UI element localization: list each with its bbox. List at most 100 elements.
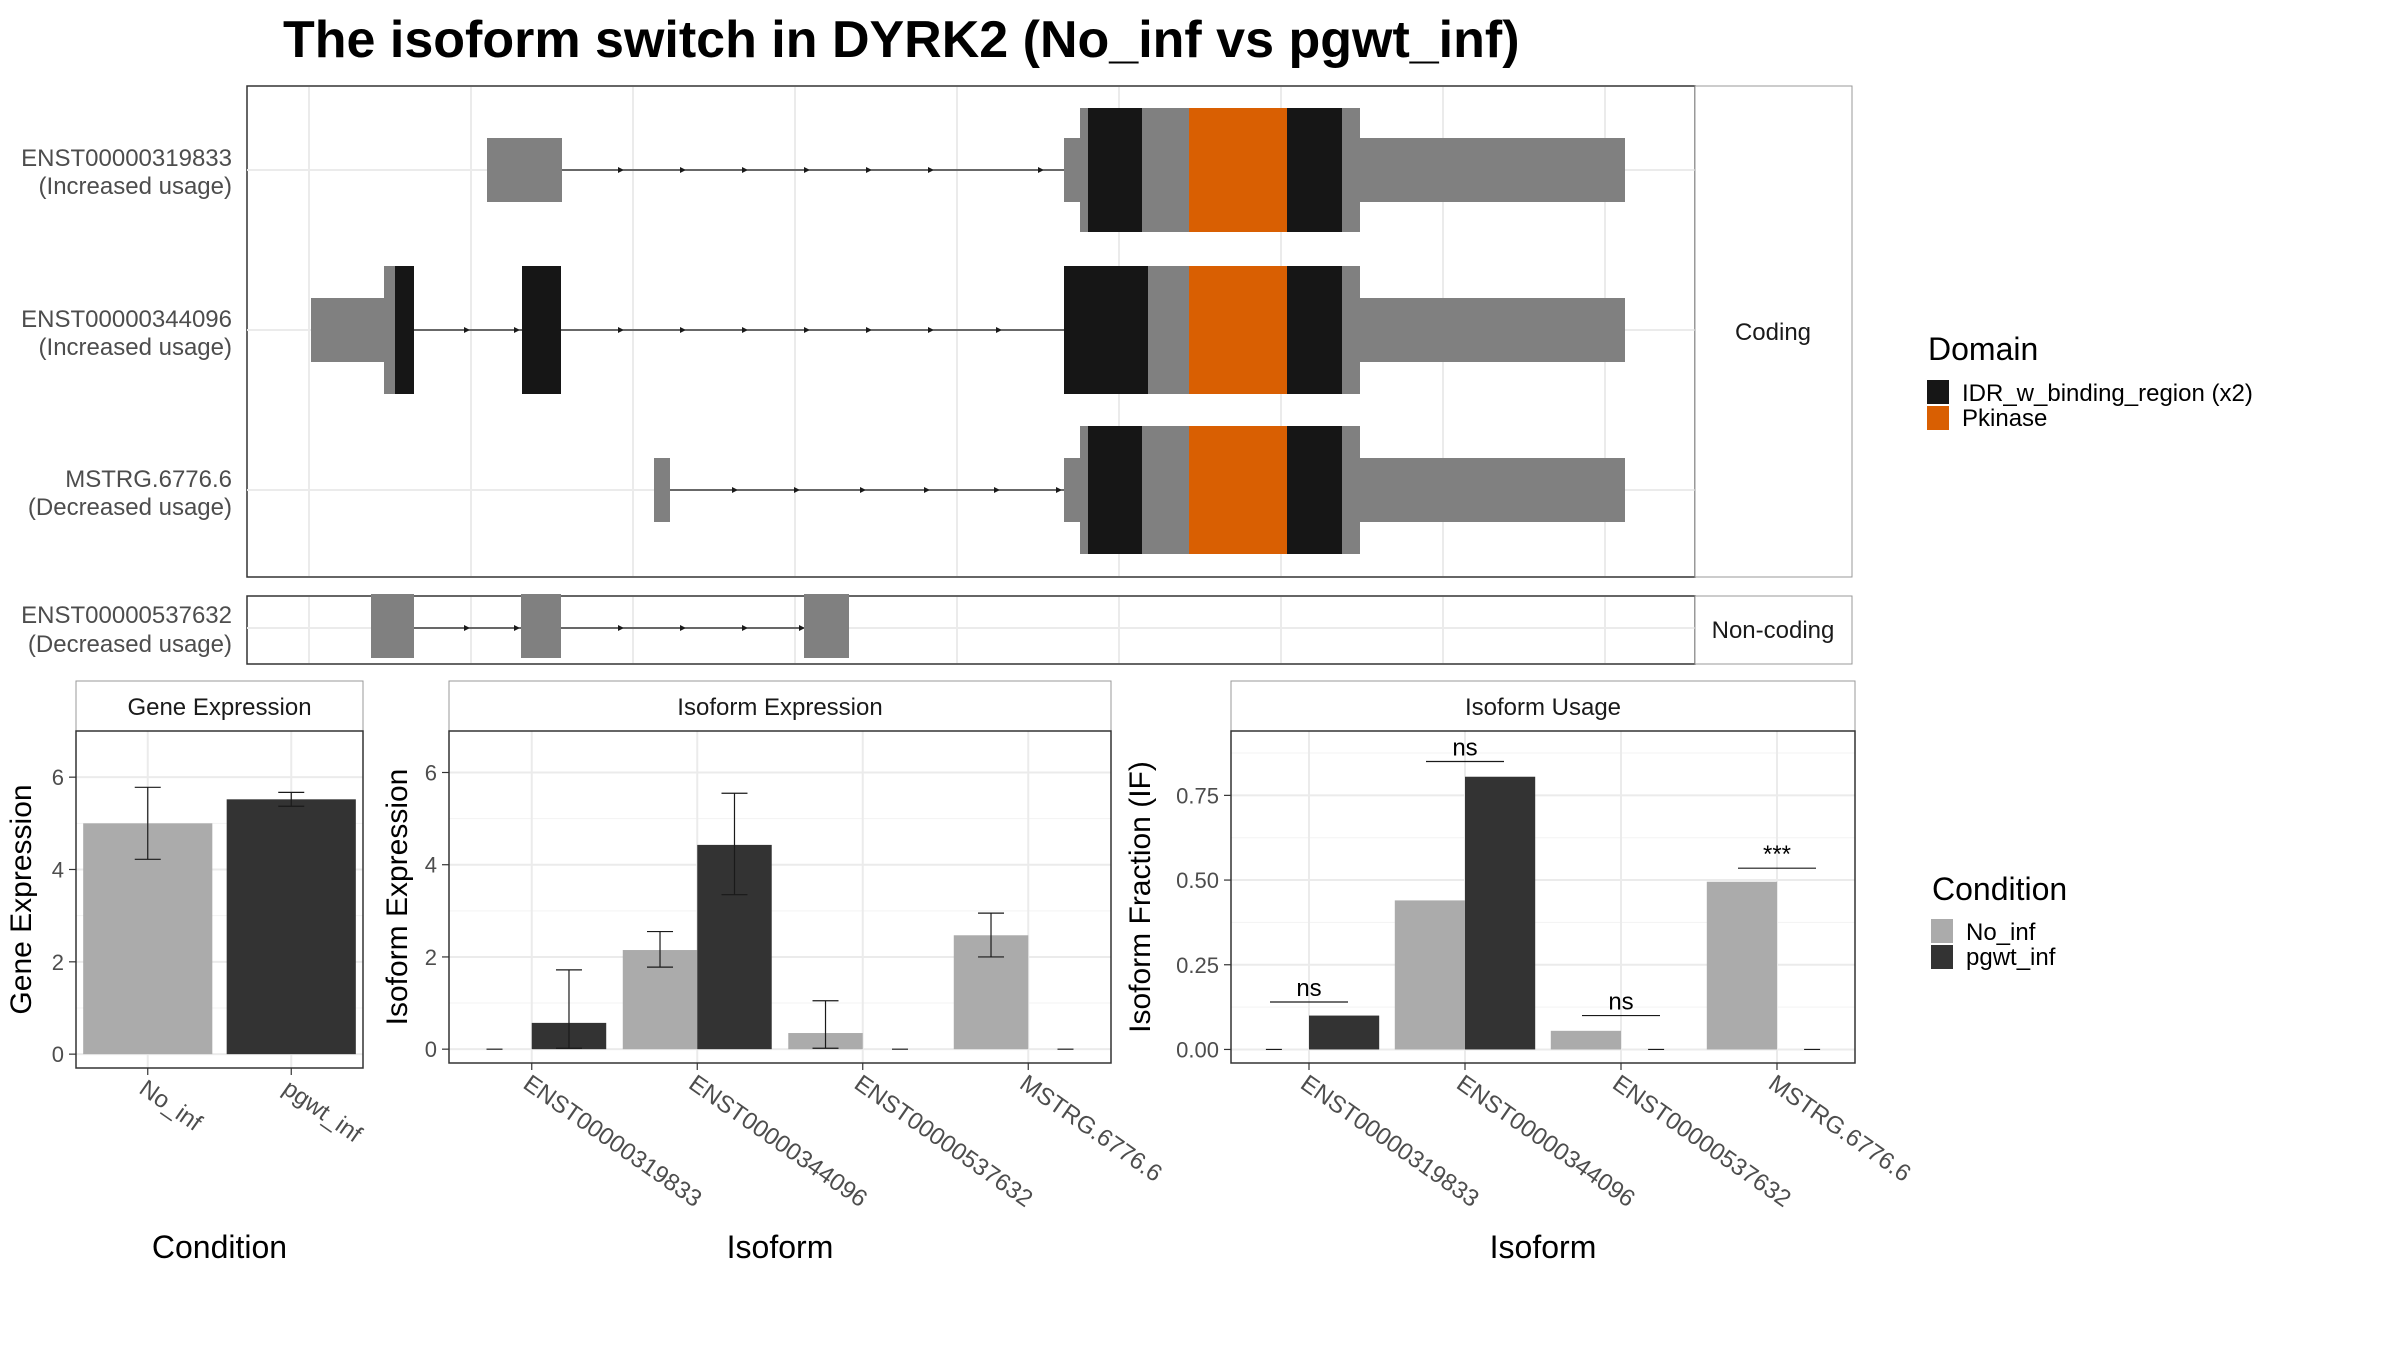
transcript-label-usage: (Increased usage)	[39, 173, 232, 200]
panel-strip	[448, 680, 1112, 732]
intron-arrow	[742, 625, 748, 631]
y-tick-label: 6	[425, 761, 437, 786]
noncoding-exon	[804, 594, 849, 658]
y-tick-label: 0	[425, 1037, 437, 1062]
intron-arrow	[924, 487, 930, 493]
significance-label: ns	[1296, 975, 1321, 1002]
x-tick-label: No_inf	[134, 1075, 207, 1137]
panel-strip-label: Gene Expression	[127, 694, 311, 721]
y-tick-label: 2	[425, 945, 437, 970]
transcript-label-id: ENST00000319833	[21, 145, 232, 172]
transcript-structure-panel: Coding Non-coding ENST00000319833 (Incre…	[21, 85, 1853, 665]
intron-arrow	[680, 167, 686, 173]
intron-arrow	[464, 327, 470, 333]
idr-domain	[395, 266, 414, 394]
panel-strip-label: Isoform Usage	[1465, 694, 1621, 721]
panel-strip	[1230, 680, 1856, 732]
y-tick-label: 4	[52, 857, 64, 882]
intron-arrow	[996, 327, 1002, 333]
coding-transcripts	[311, 108, 1625, 554]
legend-label-no-inf: No_inf	[1966, 919, 2036, 946]
intron-arrow	[860, 487, 866, 493]
y-axis-title: Isoform Expression	[381, 769, 414, 1026]
bar	[1550, 1030, 1621, 1050]
bar	[1465, 776, 1536, 1050]
intron-arrow	[928, 167, 934, 173]
condition-legend-title: Condition	[1932, 871, 2067, 907]
utr-exon	[487, 138, 562, 202]
transcript-labels: ENST00000319833 (Increased usage) ENST00…	[21, 145, 232, 658]
transcript-label-id: MSTRG.6776.6	[65, 466, 232, 493]
intron-arrow	[742, 167, 748, 173]
intron-arrow	[680, 327, 686, 333]
transcript-label-usage: (Increased usage)	[39, 334, 232, 361]
panel-border	[75, 730, 364, 1069]
x-tick-label: MSTRG.6776.6	[1015, 1070, 1167, 1188]
bar	[1394, 900, 1465, 1050]
idr-domain	[1088, 108, 1142, 232]
transcript-label-id: ENST00000344096	[21, 306, 232, 333]
legend-key-pkinase	[1927, 406, 1949, 430]
legend-key-idr	[1927, 380, 1949, 404]
x-tick-label: ENST00000319833	[518, 1070, 706, 1213]
intron-arrow	[1056, 487, 1062, 493]
transcript-row-mstrg-6776-6	[654, 426, 1625, 554]
transcript-row-enst00000344096	[311, 266, 1625, 394]
y-tick-label: 0.75	[1176, 783, 1219, 808]
utr-exon	[311, 298, 386, 362]
intron-arrow	[799, 625, 805, 631]
intron-arrow	[794, 487, 800, 493]
gene-expression-chart: Gene Expression 0 2 4 6 No_inf pgwt_inf Conditi…	[5, 680, 367, 1265]
significance-label: ***	[1763, 841, 1791, 868]
idr-domain	[1287, 266, 1342, 394]
intron-arrow	[866, 167, 872, 173]
x-tick-label: MSTRG.6776.6	[1764, 1070, 1916, 1188]
isoform-expression-chart: Isoform Expression0246ENST00000319833ENS…	[381, 680, 1167, 1265]
coding-strip-label: Coding	[1735, 319, 1811, 346]
bar	[226, 799, 356, 1055]
panel-border	[448, 730, 1112, 1064]
noncoding-strip-label: Non-coding	[1712, 617, 1835, 644]
intron-arrow	[618, 625, 624, 631]
condition-legend: Condition No_inf pgwt_inf	[1931, 871, 2067, 971]
coding-panel: Coding	[246, 85, 1853, 578]
panel-strip-label: Isoform Expression	[677, 694, 882, 721]
y-tick-label: 0.25	[1176, 953, 1219, 978]
bar	[83, 823, 213, 1055]
intron-arrow	[680, 625, 686, 631]
intron-arrow	[742, 327, 748, 333]
utr-exon	[1360, 138, 1625, 202]
transcript-row-enst00000537632	[371, 594, 849, 658]
pkinase-domain	[1189, 426, 1287, 554]
transcript-label-usage: (Decreased usage)	[28, 631, 232, 658]
transcript-label-usage: (Decreased usage)	[28, 494, 232, 521]
intron-arrow	[732, 487, 738, 493]
legend-label-pkinase: Pkinase	[1962, 405, 2047, 432]
significance-label: ns	[1608, 989, 1633, 1016]
idr-domain	[1088, 426, 1142, 554]
transcript-label-id: ENST00000537632	[21, 602, 232, 629]
legend-key-pgwt-inf	[1931, 945, 1953, 969]
intron-arrow	[514, 327, 520, 333]
pkinase-domain	[1189, 266, 1287, 394]
x-tick-label: ENST00000537632	[849, 1070, 1037, 1213]
idr-domain	[1064, 266, 1148, 394]
intron-arrow	[804, 327, 810, 333]
coding-strip	[1694, 85, 1853, 578]
idr-domain	[1287, 108, 1342, 232]
noncoding-exon	[371, 594, 414, 658]
noncoding-exon	[521, 594, 561, 658]
utr-exon	[1360, 458, 1625, 522]
x-tick-label: pgwt_inf	[278, 1075, 367, 1149]
noncoding-panel-border	[246, 595, 1696, 665]
bar	[1309, 1015, 1380, 1050]
intron-arrow	[928, 327, 934, 333]
legend-label-idr: IDR_w_binding_region (x2)	[1962, 380, 2253, 407]
isoform-usage-chart: Isoform Usagensnsns***0.000.250.500.75EN…	[1124, 680, 1916, 1265]
idr-domain	[522, 266, 561, 394]
x-axis-title: Condition	[152, 1229, 287, 1265]
transcript-row-enst00000319833	[487, 108, 1625, 232]
figure-title: The isoform switch in DYRK2 (No_inf vs p…	[283, 11, 1520, 69]
panel-strip	[75, 680, 364, 732]
